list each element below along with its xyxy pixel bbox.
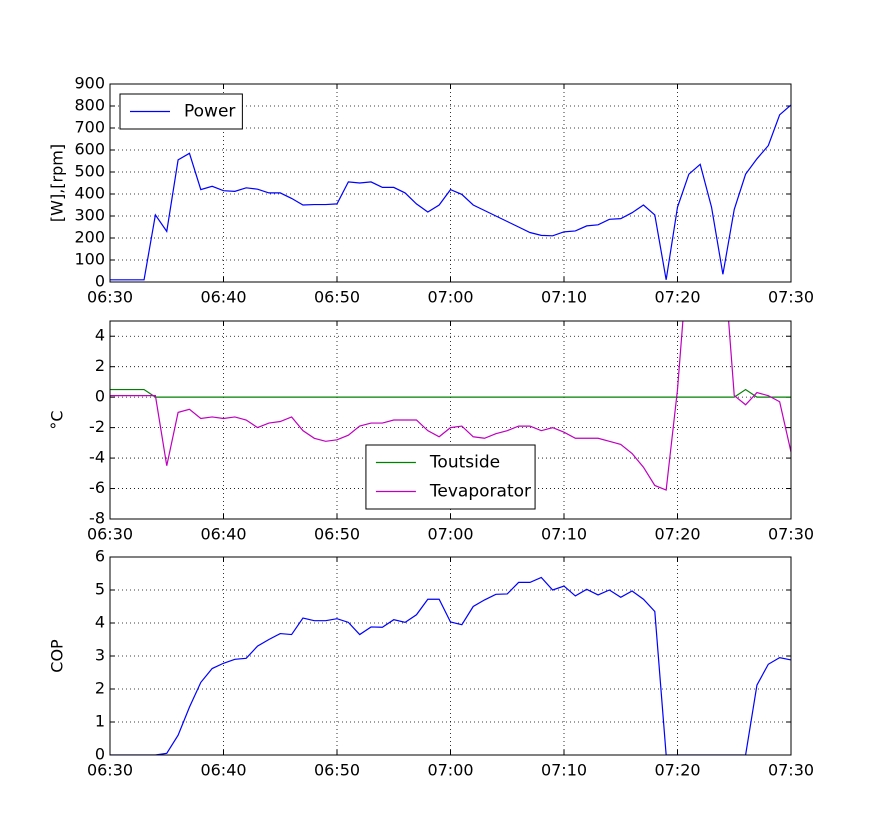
- axes-frame: [109, 556, 792, 756]
- data-line: [110, 388, 791, 398]
- legend-label: Toutside: [429, 453, 500, 473]
- x-tick-label: 07:20: [654, 288, 700, 307]
- x-tick-label: 06:50: [314, 761, 360, 780]
- subplot: -8 -6 -4 -2 0 2 4 06:30 06:40 06:50 07:00 07:10 07:2…: [48, 320, 814, 544]
- legend: Power: [119, 93, 243, 130]
- y-axis-label: °C: [48, 410, 67, 429]
- y-tick-label: 2: [95, 356, 105, 375]
- y-tick-label: 0: [95, 272, 105, 291]
- x-tick-label: 06:30: [87, 761, 133, 780]
- y-tick-label: 500: [74, 162, 105, 181]
- y-tick-label: 6: [95, 547, 105, 566]
- x-tick-label: 07:10: [541, 525, 587, 544]
- y-tick-label: 4: [95, 613, 105, 632]
- y-tick-label: 4: [95, 326, 105, 345]
- y-axis-label: COP: [48, 639, 67, 673]
- x-tick-label: 07:20: [654, 525, 700, 544]
- x-tick-label: 07:00: [427, 288, 473, 307]
- x-tick-label: 07:20: [654, 761, 700, 780]
- x-tick-label: 06:30: [87, 288, 133, 307]
- x-tick-label: 06:40: [200, 525, 246, 544]
- x-tick-label: 07:10: [541, 761, 587, 780]
- y-tick-label: 1: [95, 712, 105, 731]
- x-tick-label: 06:30: [87, 525, 133, 544]
- y-tick-label: 200: [74, 228, 105, 247]
- x-tick-label: 06:50: [314, 525, 360, 544]
- x-tick-label: 06:40: [200, 761, 246, 780]
- x-tick-label: 07:30: [768, 525, 814, 544]
- x-tick-label: 07:10: [541, 288, 587, 307]
- y-tick-label: -4: [89, 448, 105, 467]
- subplot: 0 1 2 3 4 5 6 06:30 06:40 06:50 07:00 07:10 07:20 07:…: [48, 547, 815, 780]
- subplot: 0 100 200 300 400 500 600 700 800 900 06:30 06:40 06…: [48, 74, 815, 307]
- legend-label: Tevaporator: [429, 482, 531, 502]
- legend-label: Power: [184, 102, 235, 122]
- y-tick-label: 400: [74, 184, 105, 203]
- data-line: [110, 576, 791, 755]
- y-tick-label: 2: [95, 679, 105, 698]
- y-tick-label: 100: [74, 250, 105, 269]
- y-tick-label: 600: [74, 140, 105, 159]
- x-tick-label: 07:30: [768, 288, 814, 307]
- y-tick-label: -6: [89, 478, 105, 497]
- y-tick-label: -8: [89, 509, 105, 528]
- y-axis-label: [W],[rpm]: [48, 144, 67, 222]
- x-tick-label: 07:30: [768, 761, 814, 780]
- x-tick-label: 07:00: [427, 761, 473, 780]
- data-line: [110, 104, 791, 281]
- y-tick-label: 3: [95, 646, 105, 665]
- y-tick-label: 300: [74, 206, 105, 225]
- x-tick-label: 07:00: [427, 525, 473, 544]
- y-tick-label: 5: [95, 580, 105, 599]
- data-line: [110, 321, 791, 491]
- legend: Toutside Tevaporator: [365, 444, 536, 510]
- y-tick-label: 700: [74, 118, 105, 137]
- x-tick-label: 06:50: [314, 288, 360, 307]
- axes-frame: [109, 83, 792, 283]
- y-tick-label: 0: [95, 745, 105, 764]
- legend-box: [365, 444, 536, 510]
- y-tick-label: 900: [74, 74, 105, 93]
- y-tick-label: -2: [89, 417, 105, 436]
- y-tick-label: 0: [95, 387, 105, 406]
- x-tick-label: 06:40: [200, 288, 246, 307]
- axes-frame: [109, 320, 792, 520]
- y-tick-label: 800: [74, 96, 105, 115]
